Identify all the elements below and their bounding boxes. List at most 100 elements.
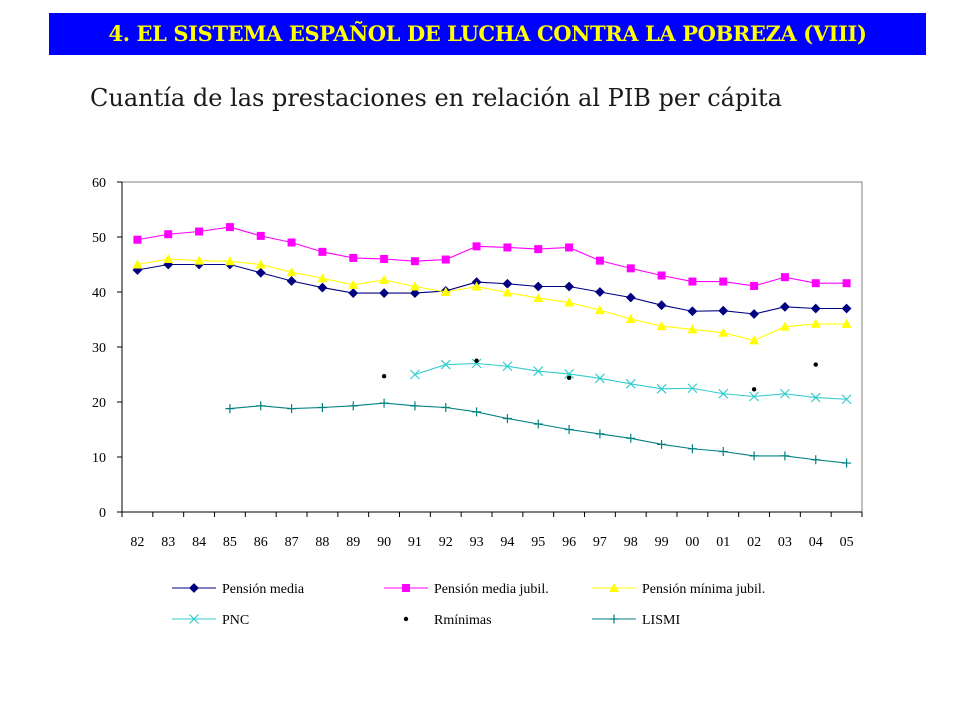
- triangle-marker: [625, 313, 636, 323]
- series-layer: [132, 223, 852, 468]
- square-marker: [811, 279, 820, 288]
- x-marker: [533, 366, 544, 377]
- plus-marker: [564, 425, 574, 434]
- diamond-marker: [780, 301, 790, 312]
- square-marker: [256, 231, 265, 240]
- dot-marker: [566, 375, 572, 380]
- plus-marker: [441, 403, 451, 412]
- triangle-marker: [810, 318, 821, 328]
- legend-item: Rmínimas: [403, 613, 492, 628]
- square-marker: [534, 245, 543, 254]
- triangle-marker: [687, 324, 698, 334]
- square-marker: [688, 277, 697, 286]
- x-tick-label: 88: [315, 535, 329, 550]
- plus-marker: [225, 404, 235, 414]
- legend-label: PNC: [222, 613, 249, 628]
- plus-marker: [256, 401, 266, 411]
- diamond-marker: [810, 303, 821, 314]
- x-marker: [564, 369, 575, 379]
- dot-marker: [381, 373, 387, 379]
- plus-marker: [595, 429, 605, 439]
- x-axis: 82 83 84 85 86 87 88 89 90 91 92 93 94 95 96 97 98 99 00 01…: [121, 511, 863, 550]
- x-tick-label: 93: [470, 535, 484, 550]
- y-axis: 0 10 20 30 40 50 60: [92, 176, 123, 521]
- diamond-marker: [189, 583, 199, 593]
- legend-item: LISMI: [592, 613, 680, 628]
- plus-marker: [502, 414, 512, 423]
- diamond-marker: [410, 288, 420, 299]
- square-marker: [719, 277, 728, 286]
- legend-item: Pensión media: [172, 582, 305, 597]
- x-tick-label: 05: [840, 535, 854, 550]
- square-marker: [287, 238, 296, 247]
- x-marker: [625, 378, 636, 389]
- series-line: [137, 258, 847, 341]
- x-tick-label: 03: [778, 535, 792, 550]
- diamond-marker: [595, 287, 605, 297]
- plus-marker: [687, 444, 697, 454]
- plus-marker: [533, 419, 543, 429]
- triangle-marker: [409, 281, 420, 291]
- series-2: [133, 223, 851, 290]
- triangle-marker: [440, 287, 451, 296]
- plus-marker: [379, 398, 389, 408]
- diamond-marker: [379, 288, 389, 299]
- triangle-marker: [594, 305, 605, 315]
- triangle-marker: [656, 321, 667, 331]
- square-marker: [780, 273, 789, 282]
- legend-label: LISMI: [642, 613, 680, 628]
- diamond-marker: [317, 282, 328, 293]
- series-line: [137, 263, 847, 315]
- x-tick-label: 82: [130, 535, 144, 550]
- triangle-marker: [379, 274, 390, 284]
- triangle-marker: [502, 287, 513, 297]
- x-marker: [594, 373, 605, 384]
- square-marker: [164, 230, 173, 239]
- x-tick-label: 94: [500, 535, 514, 550]
- legend-item: Pensión media jubil.: [384, 582, 549, 597]
- x-tick-label: 83: [161, 535, 175, 550]
- y-tick-label: 40: [92, 286, 106, 301]
- slide-banner-title: 4. EL SISTEMA ESPAÑOL DE LUCHA CONTRA LA…: [49, 13, 926, 55]
- triangle-marker: [194, 255, 205, 265]
- x-marker: [749, 391, 760, 402]
- triangle-marker: [132, 259, 143, 269]
- square-marker: [133, 235, 142, 244]
- diamond-marker: [286, 276, 297, 286]
- legend-label: Pensión mínima jubil.: [642, 582, 765, 597]
- plus-marker: [317, 403, 327, 412]
- diamond-marker: [348, 288, 359, 299]
- triangle-marker: [841, 318, 852, 328]
- triangle-marker: [286, 267, 297, 277]
- plus-marker: [609, 614, 619, 624]
- y-tick-label: 60: [92, 176, 106, 191]
- x-marker: [810, 392, 821, 403]
- square-marker: [503, 243, 512, 252]
- x-marker: [409, 369, 420, 380]
- plus-marker: [472, 407, 482, 417]
- triangle-marker: [718, 327, 729, 337]
- series-line: [137, 226, 847, 287]
- x-tick-label: 87: [285, 535, 299, 550]
- x-tick-label: 98: [624, 535, 638, 550]
- dot-marker: [751, 387, 757, 392]
- x-tick-label: 91: [408, 535, 422, 550]
- plus-marker: [749, 451, 759, 461]
- plot-area: [121, 181, 863, 513]
- square-marker: [225, 223, 234, 232]
- x-marker: [471, 358, 482, 369]
- plus-marker: [811, 455, 821, 465]
- x-tick-label: 86: [254, 535, 268, 550]
- x-tick-label: 92: [439, 535, 453, 550]
- square-marker: [410, 257, 419, 266]
- x-tick-label: 84: [192, 535, 206, 550]
- legend-label: Rmínimas: [434, 613, 492, 628]
- y-tick-label: 50: [92, 231, 106, 246]
- triangle-marker: [533, 293, 544, 303]
- legend-item: PNC: [172, 613, 249, 628]
- square-marker: [195, 227, 204, 236]
- diamond-marker: [687, 306, 698, 317]
- square-marker: [842, 279, 851, 288]
- chart-subtitle: Cuantía de las prestaciones en relación …: [90, 84, 782, 112]
- diamond-marker: [564, 281, 574, 292]
